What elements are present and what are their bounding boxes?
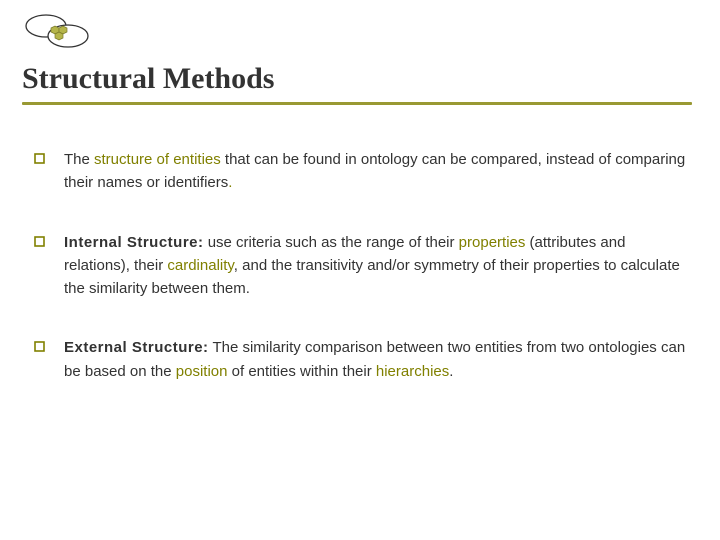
highlight-run: properties (459, 234, 526, 251)
text-run: . (449, 363, 453, 380)
text-run: The (64, 151, 94, 168)
title-underline (22, 102, 692, 105)
bullet-square-icon (34, 236, 50, 247)
highlight-run: cardinality (167, 257, 233, 274)
bullet-item: External Structure: The similarity compa… (34, 336, 690, 383)
bullet-text: The structure of entities that can be fo… (64, 148, 690, 195)
text-run: of entities within their (227, 363, 375, 380)
logo-graphic (24, 12, 94, 50)
content-area: The structure of entities that can be fo… (34, 148, 690, 419)
bold-lead: Internal Structure: (64, 234, 204, 251)
highlight-run: structure of entities (94, 151, 221, 168)
page-title: Structural Methods (22, 62, 274, 96)
highlight-run: position (176, 363, 228, 380)
bullet-item: The structure of entities that can be fo… (34, 148, 690, 195)
text-run: use criteria such as the range of their (204, 234, 459, 251)
bullet-square-icon (34, 341, 50, 352)
highlight-run: hierarchies (376, 363, 449, 380)
bold-lead: External Structure: (64, 339, 209, 356)
highlight-run: . (228, 174, 232, 191)
bullet-item: Internal Structure: use criteria such as… (34, 231, 690, 301)
bullet-square-icon (34, 153, 50, 164)
bullet-text: Internal Structure: use criteria such as… (64, 231, 690, 301)
bullet-text: External Structure: The similarity compa… (64, 336, 690, 383)
